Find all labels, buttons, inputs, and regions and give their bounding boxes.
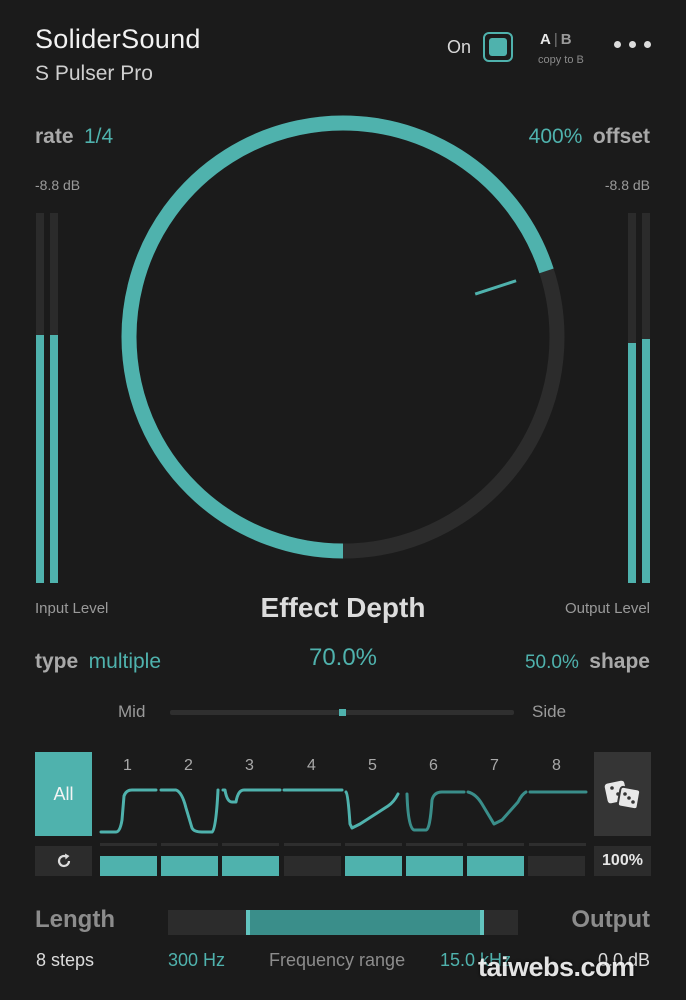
frequency-range-label: Frequency range [269,950,406,970]
step-guide-1 [100,843,157,846]
step-number-1: 1 [123,757,132,774]
step-guide-5 [345,843,402,846]
step-toggle-8[interactable] [528,856,585,876]
power-toggle-fill [489,38,507,56]
step-toggle-5[interactable] [345,856,402,876]
step-toggle-3[interactable] [222,856,279,876]
effect-depth-title: Effect Depth [260,592,426,623]
effect-depth-knob[interactable] [116,110,570,564]
input-level-right [50,335,58,583]
shape-label: shape [589,650,650,673]
side-label: Side [532,702,567,721]
step-number-7: 7 [490,757,499,774]
knob-pointer [474,279,517,296]
dice-glyph [604,780,641,810]
offset-value: 400% [528,125,583,148]
input-db-readout: -8.8 dB [35,177,81,193]
power-label: On [447,37,472,57]
dice-icon[interactable] [594,752,651,836]
step-shape-6 [405,790,466,832]
step-toggle-6[interactable] [406,856,463,876]
product-name: S Pulser Pro [35,62,153,85]
frequency-high-value[interactable]: 15.0 kHz [440,950,512,970]
ab-separator: | [553,31,558,48]
ab-compare-button[interactable]: A | B [540,31,572,48]
output-meter-left [628,213,636,583]
step-shape-5 [344,790,400,830]
rate-value: 1/4 [83,125,114,148]
step-shape-1 [99,788,158,834]
power-toggle[interactable] [483,32,513,62]
brand-name: SoliderSound [35,24,201,54]
step-toggle-4[interactable] [284,856,341,876]
copy-to-b-button[interactable]: copy to B [538,54,584,66]
shape-value: 50.0% [524,652,579,673]
output-meter-right [642,213,650,583]
step-shape-3 [221,788,282,804]
output-label: Output [571,906,650,933]
input-meter-left [36,213,44,583]
input-level-label: Input Level [35,600,109,617]
effect-depth-value[interactable]: 70.0% [308,644,378,671]
output-gain-value[interactable]: 0.0 dB [597,950,650,970]
step-guide-6 [406,843,463,846]
step-number-8: 8 [552,757,561,774]
step-shape-7 [466,790,528,826]
reset-icon[interactable] [35,846,92,876]
shape-control[interactable]: 50.0% shape [525,650,650,674]
watermark: taiwebs.com [478,952,635,982]
step-toggle-7[interactable] [467,856,524,876]
step-number-4: 4 [307,757,316,774]
step-number-6: 6 [429,757,438,774]
rate-label: rate [35,125,74,148]
ellipsis-icon[interactable] [614,38,654,50]
step-number-5: 5 [368,757,377,774]
mid-side-thumb[interactable] [339,709,346,716]
step-toggle-2[interactable] [161,856,218,876]
reset-glyph [57,853,70,868]
type-value: multiple [88,650,162,673]
output-level-left [628,342,636,583]
step-number-2: 2 [184,757,193,774]
output-level-label: Output Level [564,600,650,617]
frequency-high-handle[interactable] [480,910,484,935]
length-label: Length [35,906,115,933]
rate-control[interactable]: rate 1/4 [35,125,113,149]
type-label: type [35,650,79,673]
input-meter-right [50,213,58,583]
offset-label: offset [592,125,650,148]
ab-b-label: B [560,31,572,48]
length-value[interactable]: 8 steps [36,950,95,970]
step-guide-8 [529,843,586,846]
mid-label: Mid [118,702,146,721]
output-db-readout: -8.8 dB [604,177,650,193]
offset-control[interactable]: 400% offset [529,125,650,149]
step-guide-2 [161,843,218,846]
all-steps-button[interactable]: All [35,752,92,836]
step-percent-button[interactable]: 100% [594,846,651,876]
frequency-range-fill[interactable] [247,910,483,935]
step-guide-4 [284,843,341,846]
step-guide-7 [467,843,524,846]
knob-value-arc [121,115,554,559]
input-level-left [36,335,44,583]
output-level-right [642,338,650,583]
step-guide-3 [222,843,279,846]
step-shape-display[interactable] [98,780,590,846]
type-control[interactable]: type multiple [35,650,161,674]
frequency-low-value[interactable]: 300 Hz [168,950,226,970]
step-shape-2 [159,788,220,834]
step-number-3: 3 [245,757,254,774]
frequency-low-handle[interactable] [246,910,250,935]
step-toggle-1[interactable] [100,856,157,876]
ab-a-label: A [540,31,551,48]
